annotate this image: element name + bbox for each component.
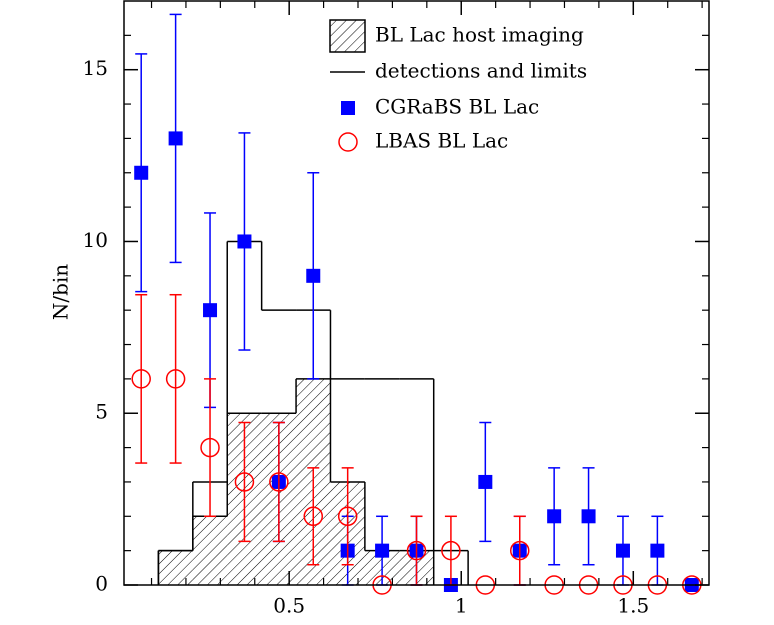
data-point — [306, 268, 321, 283]
data-point — [303, 506, 324, 527]
legend-label: CGRaBS BL Lac — [375, 95, 539, 119]
data-point — [134, 165, 149, 180]
data-point — [168, 131, 183, 146]
data-point — [131, 369, 151, 389]
x-tick-label: 0.5 — [273, 594, 305, 618]
x-tick-label: 1 — [455, 594, 468, 618]
data-point — [406, 540, 427, 561]
data-point — [200, 437, 220, 458]
y-tick-label: 0 — [95, 572, 108, 596]
x-tick-label: 1.5 — [617, 594, 649, 618]
data-point — [269, 472, 289, 492]
data-point — [478, 474, 493, 489]
legend-marker — [338, 132, 358, 152]
legend-label: detections and limits — [375, 59, 587, 83]
data-point — [375, 543, 390, 558]
data-point — [234, 472, 255, 492]
legend-swatch — [329, 19, 366, 53]
y-tick-label: 10 — [83, 228, 108, 252]
data-point — [581, 509, 596, 524]
data-point — [509, 540, 530, 561]
hist-bar-fill — [158, 550, 193, 585]
legend-marker — [341, 101, 355, 115]
y-axis-label: N/bin — [49, 264, 73, 320]
data-point — [441, 540, 461, 561]
legend-label: LBAS BL Lac — [375, 129, 508, 153]
data-point — [237, 234, 252, 249]
data-point — [650, 543, 665, 558]
data-point — [165, 369, 186, 389]
legend-label: BL Lac host imaging — [375, 23, 584, 47]
data-point — [547, 509, 562, 524]
data-point — [203, 303, 218, 318]
hist-bar-fill — [192, 516, 228, 585]
data-point — [615, 543, 630, 558]
data-point — [337, 506, 358, 527]
y-tick-label: 15 — [83, 56, 108, 80]
plot-frame — [123, 0, 710, 586]
y-tick-label: 5 — [95, 400, 108, 424]
